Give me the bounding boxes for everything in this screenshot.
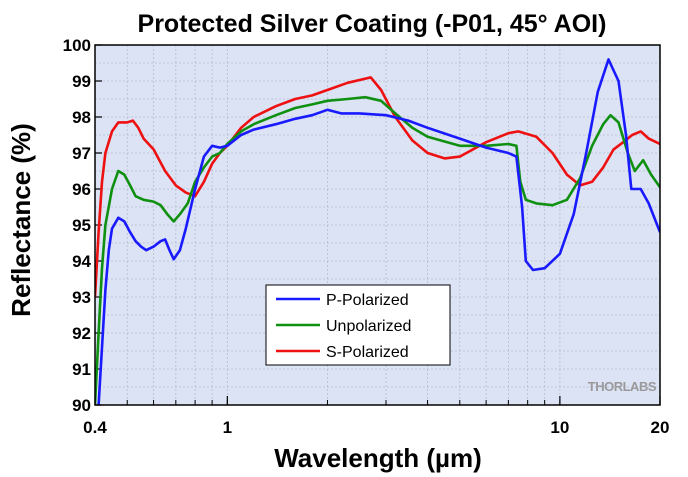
y-tick-label: 94 [72, 252, 91, 271]
y-tick-label: 97 [72, 144, 91, 163]
y-tick-labels: 90 91 92 93 94 95 96 97 98 99 100 [63, 36, 92, 415]
x-tick-label: 20 [651, 418, 670, 437]
y-tick-label: 96 [72, 180, 91, 199]
legend-label: Unpolarized [326, 318, 411, 335]
x-tick-label: 1 [223, 418, 232, 437]
y-tick-label: 92 [72, 324, 91, 343]
series-line-s-polarized [95, 76, 660, 298]
y-tick-label: 91 [72, 360, 91, 379]
legend-label: P-Polarized [326, 292, 409, 309]
series-line-p-polarized [97, 58, 660, 405]
y-tick-label: 93 [72, 288, 91, 307]
y-axis-label: Reflectance (%) [6, 123, 36, 317]
y-tick-label: 90 [72, 396, 91, 415]
thorlabs-watermark: THORLABS [588, 379, 657, 394]
x-tick-labels: 0.4 1 10 20 [83, 418, 669, 437]
x-tick-label: 10 [550, 418, 569, 437]
plot-frame [94, 44, 661, 406]
legend-label: S-Polarized [326, 344, 409, 361]
chart-title: Protected Silver Coating (-P01, 45° AOI) [138, 10, 607, 38]
x-tick-label: 0.4 [83, 418, 107, 437]
series-line-unpolarized [95, 95, 660, 405]
y-tick-label: 99 [72, 72, 91, 91]
legend: P-Polarized Unpolarized S-Polarized [265, 284, 451, 366]
series-layer [95, 58, 660, 405]
y-tick-label: 100 [63, 36, 91, 55]
y-tick-label: 98 [72, 108, 91, 127]
x-axis-label: Wavelength (µm) [274, 443, 482, 473]
y-tick-label: 95 [72, 216, 91, 235]
